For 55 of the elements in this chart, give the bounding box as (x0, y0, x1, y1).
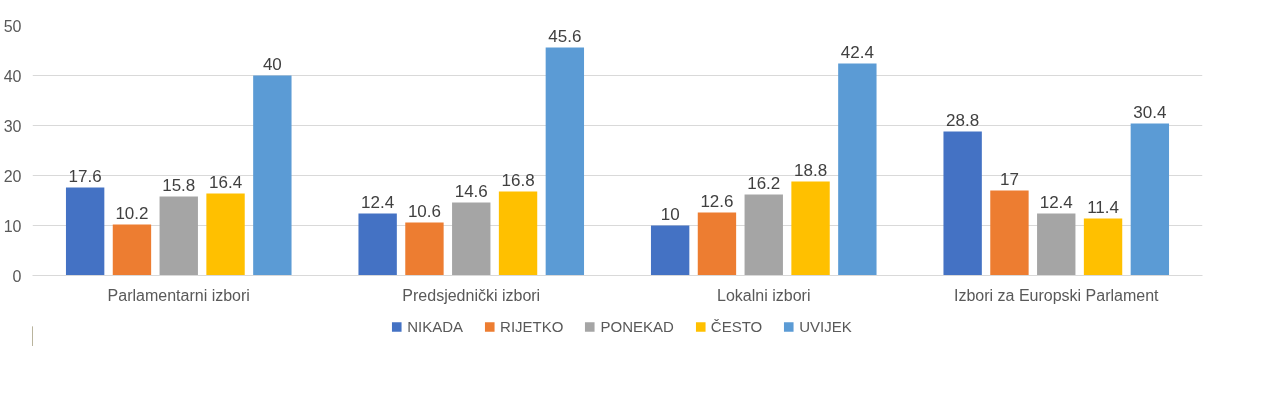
bar (358, 213, 397, 276)
bar (1130, 123, 1170, 276)
bar (206, 193, 245, 276)
data-label: 17 (1000, 169, 1019, 189)
data-label: 12.4 (361, 192, 395, 212)
legend-label: UVIJEK (799, 317, 852, 335)
y-tick-label: 20 (3, 167, 22, 185)
data-label: 28.8 (946, 110, 980, 130)
y-tick-label: 10 (3, 217, 22, 235)
legend-label: NIKADA (407, 317, 464, 335)
data-label: 16.8 (501, 170, 535, 190)
bar (791, 181, 830, 276)
x-tick-label: Predsjednički izbori (402, 286, 541, 304)
legend-label: PONEKAD (600, 317, 674, 335)
data-label: 16.4 (209, 172, 243, 192)
bar (65, 187, 105, 276)
bar (943, 131, 982, 276)
bar (405, 222, 444, 276)
legend-label: RIJETKO (500, 317, 564, 335)
bar (159, 196, 198, 276)
bar (1037, 213, 1076, 276)
data-label: 40 (262, 54, 282, 74)
legend-label: ČESTO (710, 317, 763, 335)
data-label: 12.4 (1039, 192, 1073, 212)
y-tick-label: 30 (3, 117, 22, 135)
data-label: 42.4 (840, 42, 874, 62)
data-label: 12.6 (700, 191, 734, 211)
bar (253, 75, 292, 276)
x-tick-label: Izbori za Europski Parlament (953, 286, 1160, 304)
bar (697, 212, 737, 276)
data-label: 30.4 (1133, 102, 1167, 122)
bar (545, 47, 585, 276)
data-label: 16.2 (747, 173, 781, 193)
data-label: 18.8 (794, 160, 828, 180)
data-label: 14.6 (454, 181, 488, 201)
bar (990, 190, 1029, 276)
bar (1083, 218, 1123, 276)
y-tick-label: 50 (3, 17, 22, 35)
data-label: 17.6 (68, 166, 102, 186)
data-label: 15.8 (162, 175, 196, 195)
y-tick-label: 40 (3, 67, 22, 85)
x-tick-label: Parlamentarni izbori (107, 286, 250, 304)
bar (838, 63, 877, 276)
data-label: 10 (660, 204, 680, 224)
x-tick-label: Lokalni izbori (717, 286, 811, 304)
data-label: 45.6 (548, 26, 582, 46)
y-tick-label: 0 (12, 267, 22, 285)
bar (498, 191, 538, 276)
bar (452, 202, 491, 276)
bar (650, 225, 690, 276)
data-label: 10.2 (115, 203, 149, 223)
data-label: 11.4 (1087, 197, 1119, 217)
bar (744, 194, 783, 276)
bar (112, 224, 152, 276)
data-label: 10.6 (407, 201, 441, 221)
